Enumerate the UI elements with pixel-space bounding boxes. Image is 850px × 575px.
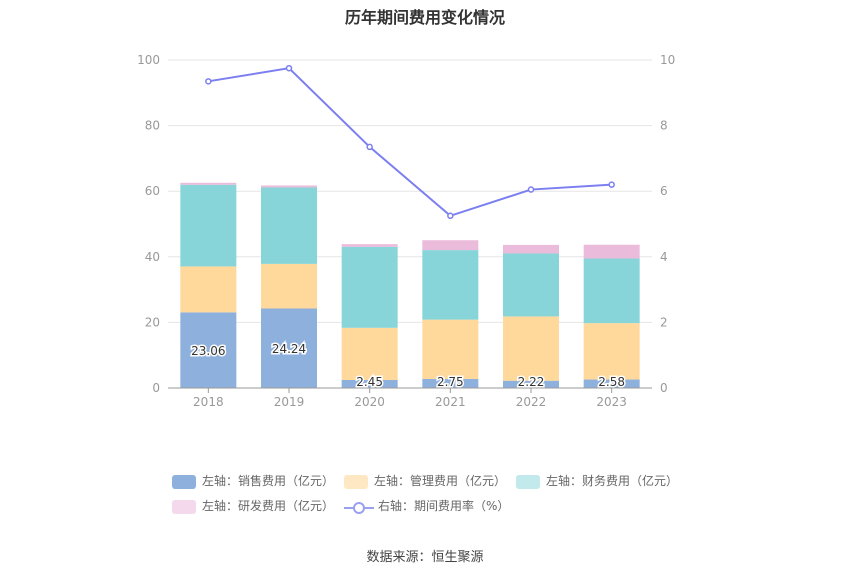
bar-segment (180, 312, 237, 388)
legend-label-rnd: 左轴：研发费用（亿元） (202, 499, 335, 513)
bar-segment (503, 253, 559, 317)
bar-data-label: 2.45 (356, 375, 383, 389)
bar-segment (341, 244, 398, 247)
bar-data-label: 2.75 (437, 375, 464, 389)
legend-swatch-admin (344, 474, 368, 489)
right-axis-ticks: 0 2 4 6 8 10 (660, 53, 675, 395)
bar-segment (503, 316, 559, 381)
rate-point (608, 181, 615, 188)
x-tick-label: 2020 (354, 395, 385, 409)
rate-point (447, 212, 454, 220)
legend-swatch-rnd (172, 499, 196, 514)
chart-title: 历年期间费用变化情况 (344, 8, 505, 27)
right-tick-label: 6 (660, 184, 668, 198)
bar-segment (422, 250, 479, 320)
legend-item-rnd[interactable]: 左轴：研发费用（亿元） (172, 497, 334, 515)
right-tick-label: 8 (660, 119, 668, 133)
right-tick-label: 4 (660, 250, 668, 264)
legend-item-finance[interactable]: 左轴：财务费用（亿元） (516, 472, 678, 490)
x-tick-label: 2018 (193, 395, 224, 409)
rate-point (527, 186, 535, 193)
x-tick-label: 2019 (274, 395, 305, 409)
right-tick-label: 10 (660, 53, 675, 67)
legend-label-finance: 左轴：财务费用（亿元） (546, 474, 679, 488)
bar-data-label: 24.24 (272, 342, 306, 356)
rate-point (366, 143, 373, 151)
bar-segment (341, 246, 398, 328)
rate-line (208, 67, 612, 217)
legend-label-admin: 左轴：管理费用（亿元） (374, 474, 507, 488)
bar-segment (341, 327, 398, 380)
left-axis-ticks: 0 20 40 60 80 100 (137, 53, 160, 395)
left-tick-label: 40 (145, 250, 160, 264)
right-tick-label: 2 (660, 315, 668, 329)
left-tick-label: 0 (152, 381, 160, 395)
bar-segment (583, 258, 640, 324)
bar-segment (422, 319, 479, 379)
bar-segment (261, 308, 317, 388)
bar-segment (261, 263, 317, 309)
gridlines (168, 59, 652, 323)
rate-line-series (205, 64, 615, 220)
source-note: 数据来源：恒生聚源 (366, 550, 484, 565)
bar-segment (422, 240, 479, 251)
bar-segment (583, 244, 640, 259)
legend-item-sales[interactable]: 左轴：销售费用（亿元） (172, 472, 334, 490)
bar-segment (261, 187, 317, 264)
x-tick-label: 2023 (596, 395, 627, 409)
bar-data-label: 2.22 (518, 375, 545, 389)
bar-data-label: 2.58 (598, 375, 625, 389)
x-tick-label: 2022 (516, 395, 547, 409)
rate-point (285, 64, 293, 72)
bar-segment (503, 380, 559, 388)
bar-segment (422, 378, 479, 388)
legend-swatch-sales (172, 474, 196, 489)
legend-item-admin[interactable]: 左轴：管理费用（亿元） (344, 472, 506, 490)
bar-segment (341, 379, 398, 388)
legend-label-sales: 左轴：销售费用（亿元） (202, 474, 335, 488)
bar-data-label: 23.06 (191, 344, 225, 358)
legend-item-rate[interactable]: 右轴：期间费用率（%） (344, 497, 509, 515)
data-labels: 23.06 24.24 2.45 2.75 2.22 2.58 (190, 341, 627, 391)
rate-point (205, 78, 212, 85)
x-axis: 2018 2019 2020 2021 2022 2023 (168, 387, 652, 409)
right-tick-label: 0 (660, 381, 668, 395)
bar-segment (261, 185, 317, 188)
left-tick-label: 20 (145, 315, 160, 329)
bar-segment (583, 379, 640, 388)
bar-segment (503, 244, 559, 254)
left-tick-label: 80 (145, 119, 160, 133)
x-tick-label: 2021 (435, 395, 466, 409)
legend-label-rate: 右轴：期间费用率（%） (378, 499, 510, 513)
legend-swatch-finance (516, 474, 540, 489)
bar-series (180, 182, 640, 388)
bar-segment (180, 184, 237, 267)
bar-segment (583, 323, 640, 380)
bar-segment (180, 182, 237, 185)
legend-line-icon (344, 500, 374, 514)
left-tick-label: 100 (137, 53, 160, 67)
left-tick-label: 60 (145, 184, 160, 198)
bar-segment (180, 266, 237, 313)
